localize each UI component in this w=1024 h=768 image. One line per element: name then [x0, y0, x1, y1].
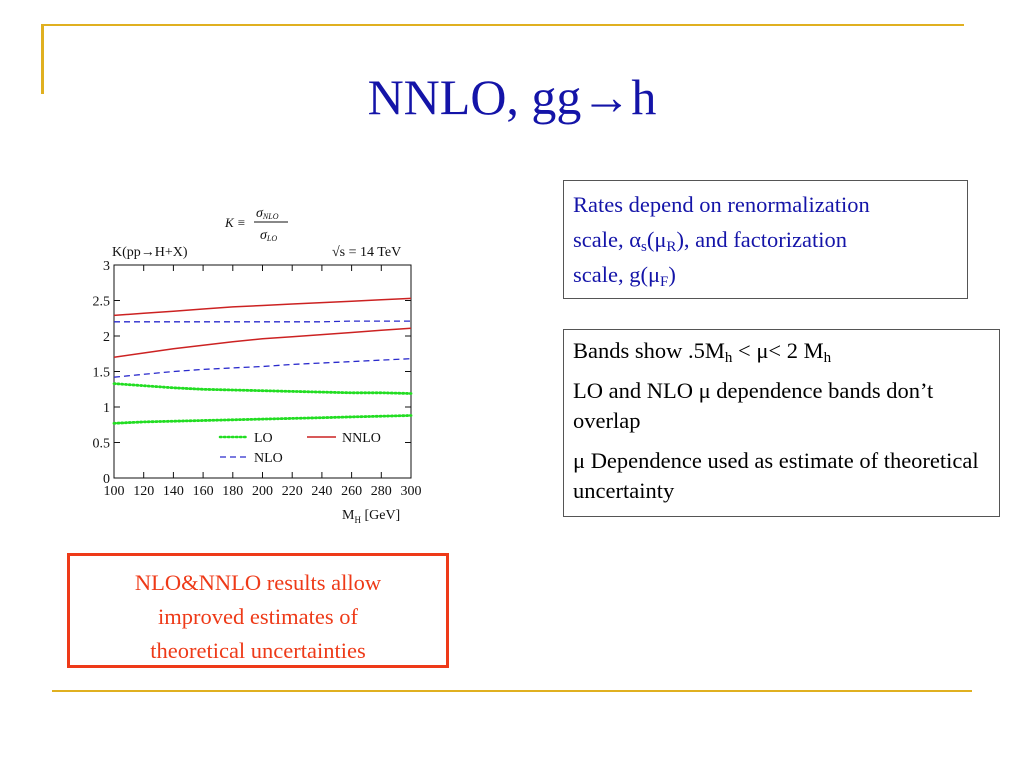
legend-lo-label: LO: [254, 431, 273, 446]
bands-line-3: μ Dependence used as estimate of theoret…: [573, 448, 979, 503]
series-nnlo-upper: [113, 297, 412, 317]
svg-text:σNLO: σNLO: [256, 206, 279, 221]
frame-top-line: [41, 24, 964, 26]
scale-line-2-sub-s: s: [641, 239, 647, 255]
y-tick-label: 2.5: [93, 295, 111, 310]
x-tick-label: 240: [311, 484, 332, 499]
results-line-2: improved estimates of: [158, 604, 358, 629]
x-tick-label: 300: [401, 484, 422, 499]
y-tick-label: 2: [103, 330, 110, 345]
scale-dependence-box: Rates depend on renormalization scale, α…: [563, 180, 968, 299]
results-box: NLO&NNLO results allow improved estimate…: [67, 553, 449, 668]
formula-numerator: σ: [256, 206, 264, 221]
series-nnlo-lower: [113, 327, 412, 359]
scale-line-2-sub-r: R: [666, 239, 677, 255]
scale-line-3-sub-f: F: [660, 274, 669, 290]
frame-left-line: [41, 24, 44, 94]
x-axis-label-main: M: [342, 508, 355, 523]
scale-line-2-b: (μ: [646, 227, 667, 252]
results-line-3: theoretical uncertainties: [150, 638, 366, 663]
y-tick-label: 1.5: [93, 366, 111, 381]
series-lo-upper: [112, 382, 413, 395]
scale-line-1: Rates depend on renormalization: [573, 192, 870, 217]
y-tick-label: 1: [103, 401, 110, 416]
x-tick-label: 120: [133, 484, 154, 499]
bands-line-1-sub-h2: h: [823, 350, 832, 366]
x-axis-label-sub: H: [354, 515, 361, 525]
chart-title-left: K(pp→H+X): [112, 245, 188, 260]
legend-nnlo-label: NNLO: [342, 431, 381, 446]
k-factor-chart: K ≡ σNLO σLO K(pp→H+X) √s = 14 TeV 100 12…: [93, 206, 422, 525]
x-tick-label: 260: [341, 484, 362, 499]
series-lo-lower: [112, 414, 413, 425]
scale-line-3-b: ): [668, 262, 676, 287]
chart-legend: LO NNLO NLO: [218, 431, 381, 466]
k-factor-formula: K ≡ σNLO σLO: [224, 206, 288, 243]
bands-line-1-sub-h1: h: [724, 350, 733, 366]
plot-frame: [113, 264, 412, 479]
bands-line-1: Bands show .5Mh < μ< 2 Mh: [573, 336, 991, 366]
series-nlo-lower: [113, 358, 412, 378]
scale-line-2-a: scale, α: [573, 227, 642, 252]
results-line-1: NLO&NNLO results allow: [134, 570, 382, 595]
x-tick-label: 280: [371, 484, 392, 499]
x-axis-label: MH [GeV]: [342, 508, 400, 525]
x-tick-label: 160: [193, 484, 214, 499]
chart-title-right: √s = 14 TeV: [332, 245, 401, 260]
formula-denominator-sub: LO: [266, 234, 277, 243]
x-tick-label: 140: [163, 484, 184, 499]
formula-lhs: K ≡: [224, 215, 246, 230]
bands-line-1-b: < μ< 2 M: [732, 338, 824, 363]
formula-denominator: σ: [260, 228, 268, 243]
x-tick-label: 220: [282, 484, 303, 499]
y-tick-label: 0: [103, 472, 110, 487]
slide-title: NNLO, gg→h: [367, 69, 657, 125]
x-axis-label-unit: [GeV]: [361, 508, 400, 523]
scale-line-2-c: ), and factorization: [676, 227, 847, 252]
bands-box: Bands show .5Mh < μ< 2 Mh LO and NLO μ d…: [563, 329, 1000, 517]
formula-numerator-sub: NLO: [262, 212, 279, 221]
legend-nlo-label: NLO: [254, 451, 283, 466]
bands-line-2: LO and NLO μ dependence bands don’t over…: [573, 378, 934, 433]
scale-line-3-a: scale, g(μ: [573, 262, 661, 287]
scale-line-3: scale, g(μF): [573, 257, 959, 292]
bands-line-1-a: Bands show .5M: [573, 338, 725, 363]
x-tick-label: 200: [252, 484, 273, 499]
axis-ticks: 100 120 140 160 180 200 220 240 260 280 300 0 0.5 1 1.…: [93, 259, 422, 499]
chart-series: [112, 297, 413, 425]
svg-text:σLO: σLO: [260, 228, 277, 243]
scale-line-2: scale, αs(μR), and factorization: [573, 222, 959, 257]
x-tick-label: 100: [104, 484, 125, 499]
series-nlo-upper: [114, 320, 411, 323]
frame-bottom-line: [52, 690, 972, 692]
y-tick-label: 3: [103, 259, 110, 274]
y-tick-label: 0.5: [93, 437, 111, 452]
x-tick-label: 180: [222, 484, 243, 499]
